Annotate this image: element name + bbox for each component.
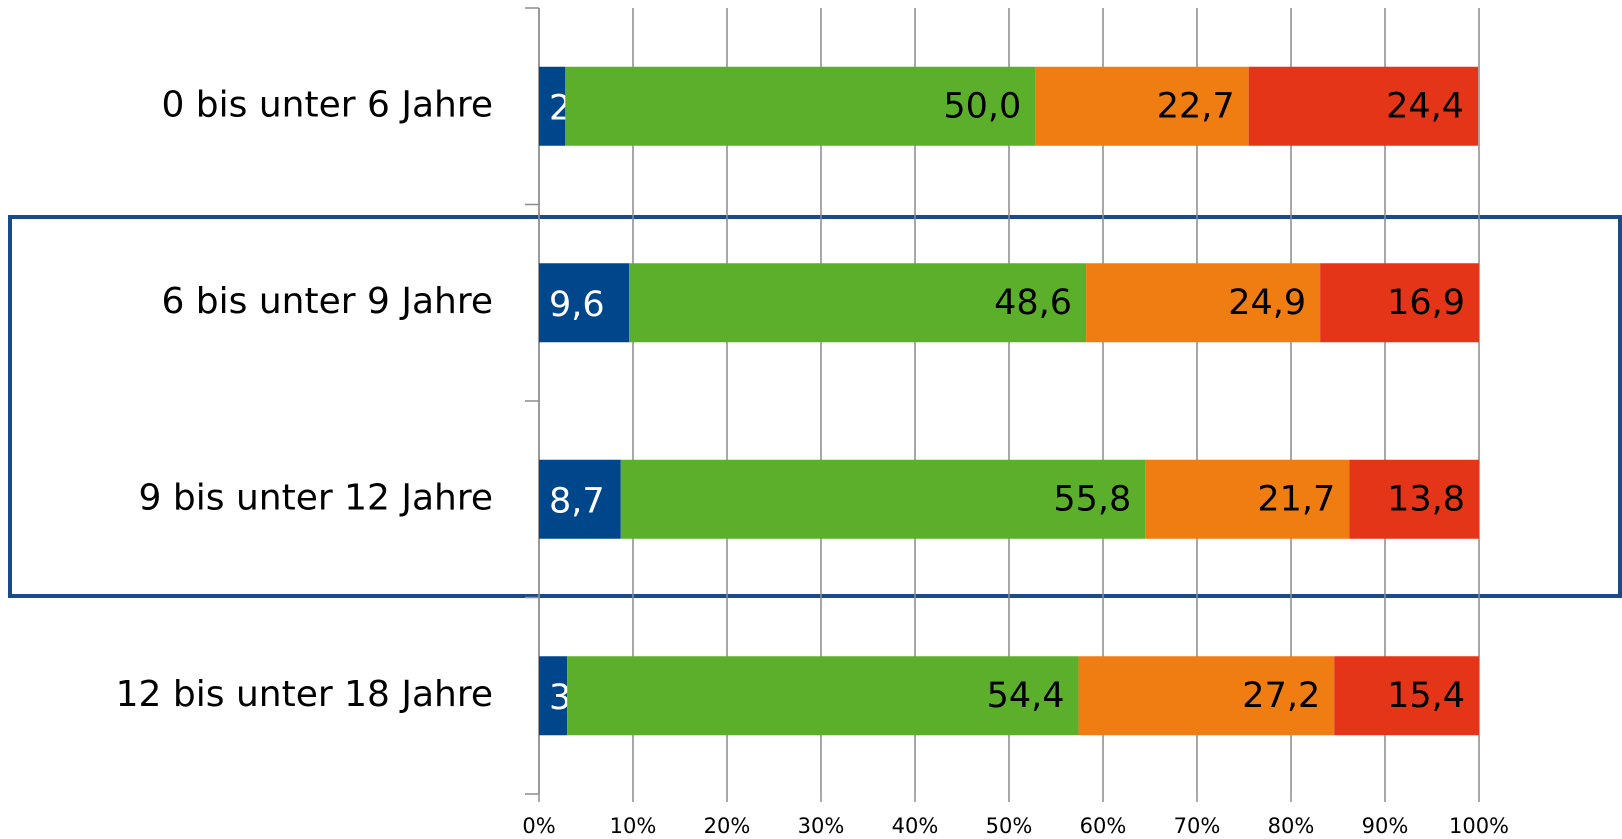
bar-segment bbox=[1078, 656, 1335, 736]
x-tick-label: 20% bbox=[704, 814, 751, 838]
highlight-box bbox=[8, 215, 1622, 598]
bar-segment bbox=[629, 263, 1087, 343]
value-label: 48,6 bbox=[994, 283, 1072, 323]
bar-segment bbox=[1334, 656, 1479, 736]
value-label: 15,4 bbox=[1387, 676, 1465, 716]
value-label: 24,4 bbox=[1386, 86, 1464, 126]
value-label: 13,8 bbox=[1387, 479, 1465, 519]
x-tick-label: 40% bbox=[892, 814, 939, 838]
bar-segment bbox=[539, 66, 566, 146]
x-tick-label: 30% bbox=[798, 814, 845, 838]
x-tick-label: 80% bbox=[1268, 814, 1315, 838]
bar-segment bbox=[1320, 263, 1479, 343]
x-tick-label: 90% bbox=[1362, 814, 1409, 838]
bar-segment bbox=[620, 459, 1146, 539]
x-tick-label: 100% bbox=[1449, 814, 1509, 838]
value-label: 9,6 bbox=[549, 285, 605, 325]
x-tick-label: 60% bbox=[1080, 814, 1127, 838]
value-label: 27,2 bbox=[1242, 676, 1320, 716]
bar-segment bbox=[1035, 66, 1249, 146]
value-label: 50,0 bbox=[943, 86, 1021, 126]
bar-segment bbox=[1349, 459, 1479, 539]
value-label: 54,4 bbox=[987, 676, 1065, 716]
bar-segment bbox=[539, 263, 630, 343]
bar-segment bbox=[565, 66, 1036, 146]
bar-segment bbox=[1248, 66, 1479, 146]
value-label: 16,9 bbox=[1387, 283, 1465, 323]
bar-segment bbox=[567, 656, 1079, 736]
bar-segment bbox=[1086, 263, 1321, 343]
y-tick-label: 12 bis unter 18 Jahre bbox=[116, 674, 493, 715]
y-tick-label: 6 bis unter 9 Jahre bbox=[161, 281, 493, 322]
value-label: 55,8 bbox=[1053, 479, 1131, 519]
x-tick-label: 70% bbox=[1174, 814, 1221, 838]
value-label: 24,9 bbox=[1228, 283, 1306, 323]
x-tick-label: 10% bbox=[610, 814, 657, 838]
x-tick-label: 50% bbox=[986, 814, 1033, 838]
y-tick-label: 0 bis unter 6 Jahre bbox=[161, 84, 493, 125]
value-label: 8,7 bbox=[549, 481, 605, 521]
y-tick-label: 9 bis unter 12 Jahre bbox=[139, 477, 493, 518]
bar-segment bbox=[539, 459, 621, 539]
bar-segment bbox=[539, 656, 568, 736]
x-tick-label: 0% bbox=[522, 814, 555, 838]
value-label: 22,7 bbox=[1157, 86, 1235, 126]
value-label: 21,7 bbox=[1257, 479, 1335, 519]
bar-segment bbox=[1145, 459, 1350, 539]
